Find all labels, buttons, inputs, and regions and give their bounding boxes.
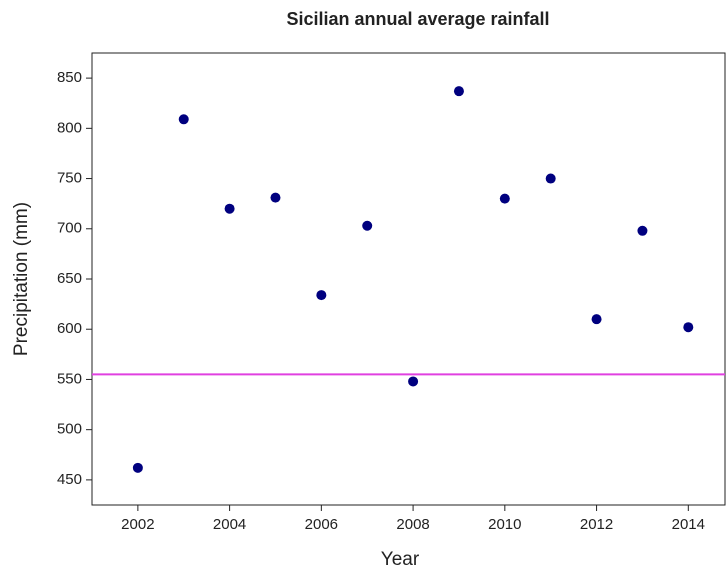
point [408,376,419,387]
point [316,290,327,301]
y-axis-label: Precipitation (mm) [11,202,32,356]
y-tick-label: 750 [57,170,82,187]
point [362,220,373,231]
point [270,192,281,203]
x-tick-label: 2008 [396,516,429,533]
y-tick-label: 550 [57,370,82,387]
x-axis-label: Year [381,549,420,570]
y-tick-label: 650 [57,270,82,287]
x-tick-label: 2002 [121,516,154,533]
point [132,462,143,473]
x-tick-label: 2006 [305,516,338,533]
point [499,193,510,204]
x-tick-label: 2012 [580,516,613,533]
x-tick-label: 2014 [672,516,705,533]
point [683,322,694,333]
y-tick-label: 500 [57,421,82,438]
y-tick-label: 600 [57,320,82,337]
x-tick-label: 2010 [488,516,521,533]
y-tick-label: 800 [57,119,82,136]
y-tick-label: 700 [57,220,82,237]
point [637,225,648,236]
x-tick-label: 2004 [213,516,246,533]
y-tick-label: 450 [57,471,82,488]
point [545,173,556,184]
point [591,314,602,325]
point [178,114,189,125]
point [453,86,464,97]
chart-title: Sicilian annual average rainfall [286,9,549,29]
y-tick-label: 850 [57,69,82,86]
point [224,203,235,214]
